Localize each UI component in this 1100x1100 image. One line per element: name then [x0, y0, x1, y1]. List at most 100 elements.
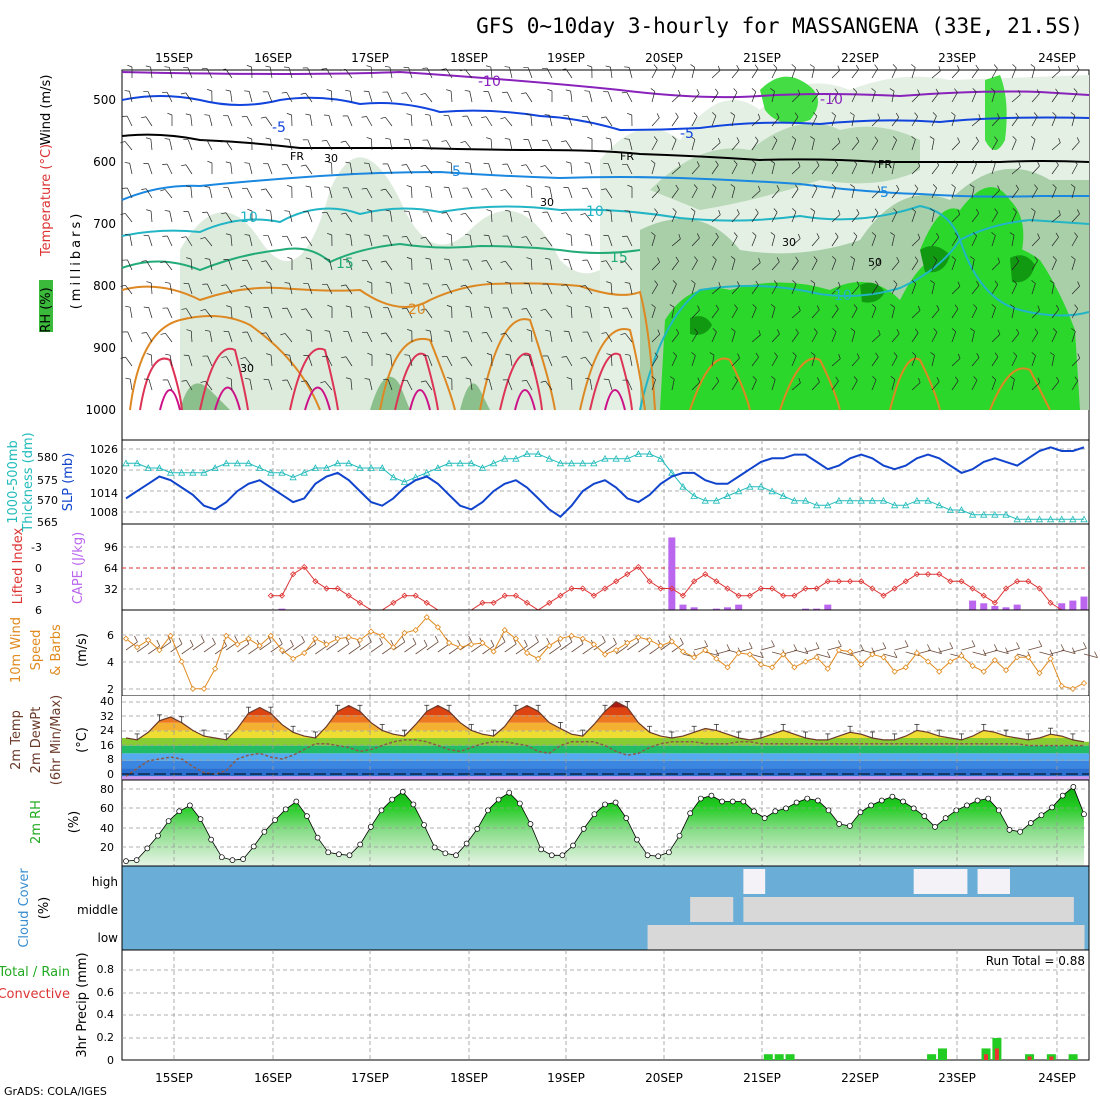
li-point	[947, 578, 954, 585]
upper-wind-barb	[991, 379, 997, 391]
upper-wind-barb-feather	[161, 91, 168, 94]
upper-wind-barb-feather	[1077, 281, 1080, 287]
wind-speed-point	[423, 614, 430, 621]
upper-wind-barb	[385, 260, 393, 271]
upper-wind-barb-feather	[972, 160, 977, 165]
precip-bars	[763, 1038, 1078, 1060]
li-point	[858, 578, 865, 585]
upper-wind-barb	[691, 355, 696, 367]
upper-wind-barb	[129, 379, 133, 391]
pressure-axis: 500 600 700 800 900 1000	[85, 93, 116, 417]
cloud-cell	[690, 925, 702, 950]
upper-wind-barb	[185, 164, 193, 175]
upper-wind-barb-feather	[853, 160, 858, 165]
upper-wind-barb	[628, 139, 633, 151]
upper-wind-barb	[951, 236, 959, 247]
upper-wind-barb	[1011, 261, 1020, 271]
upper-wind-barb-feather	[856, 281, 860, 286]
upper-wind-barb	[526, 236, 533, 247]
upper-wind-barb	[504, 189, 513, 199]
upper-wind-barb	[326, 68, 333, 79]
thickness-point	[1013, 515, 1021, 523]
upper-wind-barb	[469, 91, 473, 103]
wind-speed-point	[813, 654, 820, 661]
surface-wind-barb-feather	[1016, 642, 1020, 649]
wind-speed-point	[379, 632, 386, 639]
upper-wind-barb-feather	[976, 353, 980, 358]
upper-wind-barb	[1051, 214, 1061, 223]
rh-point	[218, 854, 225, 861]
thickness-point	[267, 468, 275, 476]
upper-wind-barb-feather	[776, 185, 780, 190]
upper-wind-barb	[1071, 308, 1078, 319]
wind-tick: 2	[107, 683, 114, 696]
upper-wind-barb	[991, 189, 1000, 199]
li-point	[835, 578, 842, 585]
thickness-point	[289, 473, 297, 481]
precip-tick: 0.8	[97, 963, 115, 976]
contour-label: 10	[240, 210, 258, 226]
cloud-cell	[1062, 925, 1074, 950]
upper-wind-barb	[891, 356, 898, 367]
cloud-cell	[913, 925, 925, 950]
surface-wind-barb	[671, 643, 684, 653]
li-point	[390, 599, 397, 606]
upper-wind-barb	[206, 140, 213, 151]
thickness-markers	[122, 450, 1088, 523]
upper-wind-barb-feather	[816, 305, 820, 310]
upper-wind-barb-feather	[969, 184, 975, 188]
upper-wind-barb	[424, 93, 433, 103]
upper-wind-barb	[831, 115, 836, 127]
upper-wind-barb-feather	[364, 378, 370, 380]
cloud-cell	[924, 897, 936, 922]
upper-wind-barb-feather	[287, 256, 293, 260]
surface-wind-barb	[883, 653, 898, 659]
upper-wind-barb-feather	[715, 88, 719, 94]
upper-wind-barb	[389, 139, 393, 151]
surface-wind-barb	[660, 641, 673, 651]
surface-wind-barb	[627, 641, 639, 651]
upper-wind-barb	[811, 93, 820, 103]
upper-wind-barb	[1031, 139, 1036, 151]
upper-wind-barb	[891, 189, 900, 199]
upper-wind-barb	[270, 211, 273, 223]
date-label: 17SEP	[351, 51, 389, 65]
upper-wind-barb-feather	[730, 184, 736, 188]
upper-wind-barb	[467, 115, 473, 127]
rh-point	[932, 824, 938, 830]
thickness-point	[478, 464, 487, 471]
upper-wind-barb-feather	[969, 256, 975, 260]
upper-wind-barb	[385, 117, 393, 127]
wind-speed-point	[356, 637, 363, 644]
slp-tick: 1008	[90, 506, 118, 519]
upper-wind-barb	[1031, 283, 1036, 295]
upper-wind-barb	[1051, 283, 1055, 295]
upper-wind-barb-feather	[957, 137, 960, 143]
cloud-cell	[658, 925, 670, 950]
upper-wind-barb	[931, 139, 935, 151]
rh-point	[548, 852, 555, 859]
upper-wind-barb-feather	[798, 233, 801, 239]
upper-wind-barb	[991, 68, 998, 79]
upper-wind-barb	[588, 91, 593, 103]
surface-wind-barb	[615, 645, 628, 655]
upper-wind-barb-feather	[889, 160, 895, 164]
surface-wind-barb-feather	[826, 651, 831, 658]
upper-wind-barb	[691, 283, 696, 295]
upper-wind-barb-feather	[973, 304, 978, 309]
cloud-cell	[892, 897, 904, 922]
precip-panel: Run Total = 0.88 0 0.2 0.4 0.6 0.8 Total…	[0, 949, 1090, 1067]
isotherm-warm	[129, 315, 646, 411]
cloud-cell	[775, 897, 787, 922]
thickness-tick: 575	[37, 474, 58, 487]
cloud-cell	[934, 869, 947, 894]
cape-bar	[980, 603, 988, 610]
rh-point	[133, 857, 140, 863]
upper-wind-barb-feather	[200, 380, 206, 383]
li-point	[613, 578, 620, 585]
rh2m-unit-label: (%)	[67, 811, 82, 834]
rh-point	[346, 852, 353, 859]
upper-wind-barb	[305, 164, 313, 175]
date-label: 16SEP	[254, 51, 292, 65]
